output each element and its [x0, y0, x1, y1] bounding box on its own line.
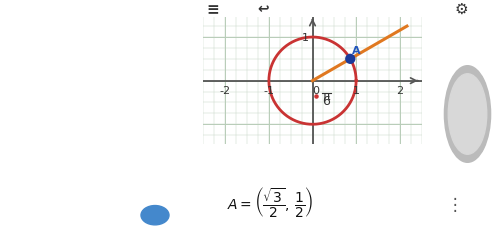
Text: 1: 1 — [302, 33, 309, 43]
Text: π: π — [322, 89, 330, 102]
Text: ⓐ: ⓐ — [325, 153, 336, 171]
Circle shape — [141, 206, 169, 225]
Text: 2: 2 — [396, 86, 404, 95]
Text: $A = \left(\dfrac{\sqrt{3}}{2},\, \dfrac{1}{2}\right)$: $A = \left(\dfrac{\sqrt{3}}{2},\, \dfrac… — [226, 185, 313, 218]
Text: 📱: 📱 — [266, 152, 274, 166]
Circle shape — [448, 74, 487, 155]
Text: 1: 1 — [352, 86, 360, 95]
Text: -1: -1 — [264, 86, 274, 95]
Text: A: A — [352, 46, 360, 56]
Text: -2: -2 — [220, 86, 231, 95]
Text: ❯: ❯ — [419, 156, 433, 168]
Circle shape — [444, 66, 490, 163]
Text: ⋮: ⋮ — [446, 195, 463, 213]
Text: 0: 0 — [312, 86, 320, 95]
Point — [312, 95, 320, 98]
Text: 6: 6 — [322, 94, 330, 107]
Text: ▬: ▬ — [268, 162, 272, 167]
Point — [346, 58, 354, 61]
Text: ⊞: ⊞ — [258, 152, 275, 172]
Text: ↩: ↩ — [257, 2, 268, 16]
Text: ≡: ≡ — [206, 2, 220, 17]
Text: ⚙: ⚙ — [455, 2, 468, 17]
